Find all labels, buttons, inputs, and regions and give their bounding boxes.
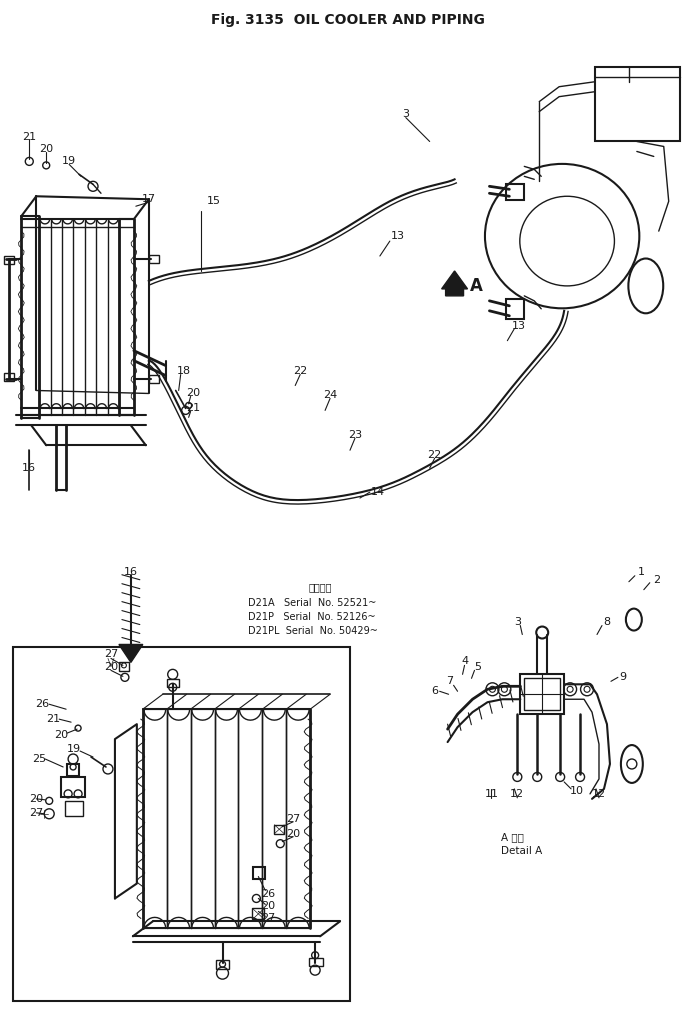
Text: 21: 21	[46, 714, 61, 724]
Text: 9: 9	[619, 672, 626, 682]
Text: 5: 5	[474, 662, 481, 672]
Bar	[507, 299, 524, 319]
Bar	[149, 374, 159, 383]
Text: 12: 12	[510, 789, 524, 799]
Text: 27: 27	[29, 808, 43, 817]
Text: A 詳細: A 詳細	[501, 832, 524, 842]
Bar	[149, 255, 159, 263]
Text: 27: 27	[261, 914, 276, 924]
Text: 15: 15	[207, 196, 221, 207]
Text: 22: 22	[427, 450, 442, 460]
Bar	[521, 674, 564, 714]
Bar	[65, 801, 83, 815]
Text: 12: 12	[592, 789, 606, 799]
Text: 16: 16	[22, 463, 36, 474]
Text: 20: 20	[261, 901, 276, 911]
Polygon shape	[119, 644, 143, 663]
Bar	[119, 663, 129, 671]
Bar	[61, 776, 85, 797]
Text: 20: 20	[54, 730, 68, 740]
Text: 14: 14	[371, 487, 385, 497]
Text: 3: 3	[402, 108, 409, 119]
Text: 20: 20	[39, 144, 54, 154]
Text: 通用番号: 通用番号	[308, 582, 332, 591]
Text: 20: 20	[104, 662, 118, 672]
Text: 21: 21	[187, 403, 200, 413]
Text: D21A   Serial  No. 52521~: D21A Serial No. 52521~	[248, 597, 377, 608]
Bar	[4, 372, 15, 381]
Bar	[4, 256, 15, 264]
Text: 20: 20	[286, 829, 300, 839]
Text: 13: 13	[390, 231, 405, 241]
Bar	[253, 908, 264, 920]
Text: 16: 16	[124, 567, 138, 577]
Text: D21PL  Serial  No. 50429~: D21PL Serial No. 50429~	[248, 625, 378, 635]
Text: 1: 1	[638, 567, 645, 577]
Text: 19: 19	[67, 744, 81, 754]
Text: 24: 24	[323, 391, 337, 400]
Text: 26: 26	[35, 700, 49, 709]
Text: 27: 27	[104, 650, 118, 660]
Text: 21: 21	[22, 132, 36, 141]
Bar	[167, 679, 179, 687]
Text: 27: 27	[286, 813, 301, 824]
Text: 18: 18	[177, 365, 191, 375]
Text: Detail A: Detail A	[501, 846, 543, 855]
Text: 10: 10	[570, 786, 584, 796]
Text: 8: 8	[603, 617, 610, 626]
Bar	[595, 66, 680, 141]
Bar	[13, 648, 350, 1002]
Bar	[309, 959, 323, 966]
Text: Fig. 3135  OIL COOLER AND PIPING: Fig. 3135 OIL COOLER AND PIPING	[211, 13, 485, 27]
Text: 11: 11	[484, 789, 498, 799]
Bar	[67, 764, 79, 775]
Text: 20: 20	[187, 389, 200, 399]
Text: 3: 3	[514, 617, 521, 626]
Text: 2: 2	[654, 575, 661, 585]
Text: D21P   Serial  No. 52126~: D21P Serial No. 52126~	[248, 612, 376, 622]
Text: 26: 26	[261, 889, 276, 899]
Text: 17: 17	[142, 194, 156, 205]
Text: A: A	[470, 277, 483, 295]
Text: 19: 19	[62, 157, 76, 167]
Bar	[274, 825, 284, 834]
Text: 7: 7	[446, 676, 453, 686]
Bar	[216, 961, 230, 969]
Bar	[507, 184, 524, 201]
FancyArrow shape	[442, 271, 468, 296]
Text: 25: 25	[32, 754, 47, 764]
Text: 13: 13	[512, 321, 526, 330]
Text: 20: 20	[29, 794, 43, 804]
Text: 23: 23	[348, 431, 362, 440]
Bar	[253, 866, 265, 879]
Text: 4: 4	[461, 657, 468, 666]
Text: 22: 22	[293, 365, 308, 375]
Bar	[524, 678, 560, 710]
Text: 6: 6	[431, 686, 438, 697]
